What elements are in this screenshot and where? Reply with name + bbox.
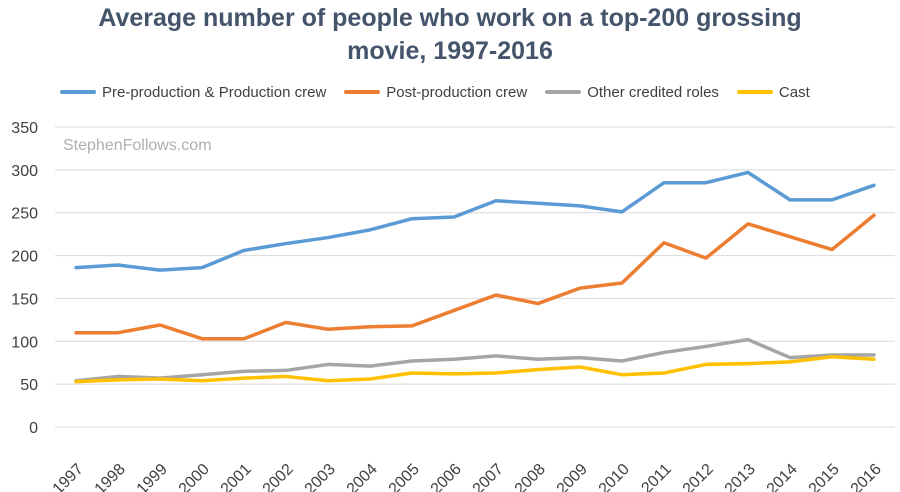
y-tick-label: 100: [11, 334, 38, 351]
x-tick-label: 2010: [596, 461, 633, 492]
legend-label-pre-production: Pre-production & Production crew: [102, 83, 327, 101]
x-tick-label: 2009: [554, 461, 591, 492]
legend: Pre-production & Production crew Post-pr…: [60, 80, 828, 104]
chart-title-line-2: movie, 1997-2016: [347, 37, 553, 65]
x-tick-label: 2006: [428, 461, 465, 492]
y-axis-ticks: 0 50 100 150 200 250 300 350: [11, 120, 38, 437]
x-tick-label: 2015: [806, 461, 843, 492]
x-tick-label: 1998: [92, 461, 129, 492]
legend-swatch-pre-production: [60, 90, 96, 94]
y-tick-label: 150: [11, 291, 38, 308]
x-tick-label: 2008: [512, 461, 549, 492]
x-tick-label: 2004: [344, 461, 381, 492]
x-tick-label: 2013: [722, 461, 759, 492]
x-tick-label: 2014: [764, 461, 801, 492]
x-tick-label: 2011: [638, 461, 674, 492]
x-tick-label: 2012: [680, 461, 717, 492]
chart-title: Average number of people who work on a t…: [0, 2, 900, 68]
chart-title-line-1: Average number of people who work on a t…: [98, 4, 802, 32]
x-tick-label: 2001: [218, 461, 255, 492]
legend-swatch-post-production: [344, 90, 381, 94]
series-line-post-production: [74, 213, 876, 341]
series-line-other-credited: [74, 337, 876, 383]
x-tick-label: 2003: [302, 461, 339, 492]
y-tick-label: 50: [20, 377, 38, 394]
y-tick-label: 0: [29, 420, 38, 437]
series-layer: [74, 170, 876, 384]
series-line-pre-production: [74, 170, 876, 272]
x-tick-label: 2007: [470, 461, 507, 492]
legend-label-cast: Cast: [778, 83, 810, 101]
x-axis-ticks: 1997 1998 1999 2000 2001 2002 2003 2004 2005 2006…: [50, 461, 885, 492]
legend-item-other-credited: Other credited roles: [545, 84, 719, 101]
legend-item-pre-production: Pre-production & Production crew: [60, 84, 326, 101]
y-tick-label: 350: [11, 120, 38, 137]
x-tick-label: 2000: [176, 461, 213, 492]
grid-layer: [55, 126, 895, 428]
legend-item-cast: Cast: [736, 83, 810, 101]
y-tick-label: 300: [11, 163, 38, 180]
y-tick-label: 200: [11, 249, 38, 266]
x-tick-label: 2016: [848, 461, 885, 492]
x-tick-label: 2005: [386, 461, 423, 492]
legend-swatch-cast: [736, 90, 773, 94]
y-tick-label: 250: [11, 206, 38, 223]
x-tick-label: 2002: [260, 461, 297, 492]
legend-swatch-other-credited: [545, 90, 582, 94]
x-tick-label: 1997: [50, 461, 87, 492]
x-tick-label: 1999: [134, 461, 171, 492]
legend-label-other-credited: Other credited roles: [587, 83, 719, 101]
legend-label-post-production: Post-production crew: [386, 83, 528, 101]
legend-item-post-production: Post-production crew: [344, 84, 527, 101]
series-line-cast: [74, 354, 876, 384]
watermark: StephenFollows.com: [63, 137, 212, 154]
